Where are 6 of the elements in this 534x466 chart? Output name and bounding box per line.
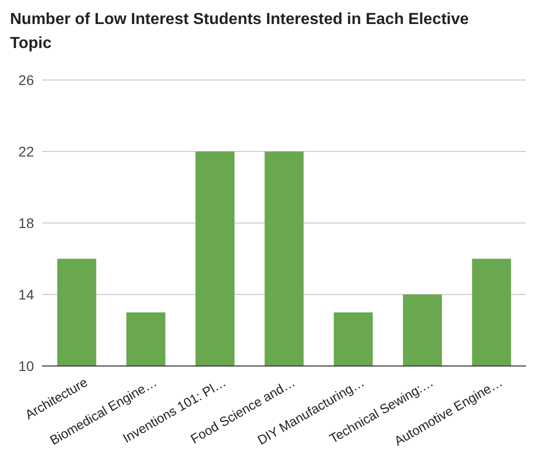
y-tick-label: 10: [18, 358, 34, 374]
y-tick-label: 18: [18, 214, 34, 231]
y-tick-label: 22: [18, 143, 34, 160]
y-tick-label: 26: [18, 72, 34, 88]
y-tick-label: 14: [18, 286, 34, 302]
chart-title: Number of Low Interest Students Interested in Each Elective Topic: [9, 10, 470, 54]
